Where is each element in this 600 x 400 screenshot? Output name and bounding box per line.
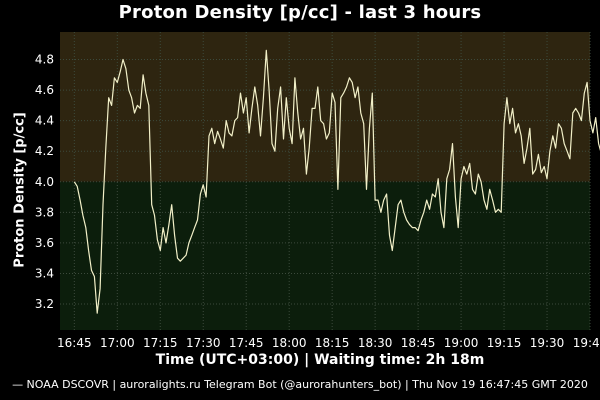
x-tick-label: 17:45 [229, 336, 264, 350]
x-tick-label: 17:00 [100, 336, 135, 350]
y-tick-label: 3.4 [35, 266, 54, 280]
x-tick-label: 19:30 [530, 336, 565, 350]
x-tick-label: 18:30 [358, 336, 393, 350]
footer-credit: — NOAA DSCOVR | auroralights.ru Telegram… [12, 378, 588, 391]
proton-density-line [73, 49, 600, 314]
y-tick-label: 4.8 [35, 53, 54, 67]
chart-title: Proton Density [p/cc] - last 3 hours [118, 2, 482, 23]
x-axis-label: Time (UTC+03:00) | Waiting time: 2h 18m [155, 352, 485, 368]
y-tick-label: 4.6 [35, 83, 54, 97]
x-tick-label: 19:45 [573, 336, 600, 350]
y-tick-label: 4.2 [35, 144, 54, 158]
x-tick-label: 18:45 [401, 336, 436, 350]
x-tick-label: 16:45 [57, 336, 92, 350]
y-axis-label: Proton Density [p/cc] [12, 112, 28, 268]
x-tick-label: 19:15 [487, 336, 522, 350]
y-tick-label: 3.6 [35, 236, 54, 250]
y-tick-label: 4.4 [35, 114, 54, 128]
x-tick-label: 19:00 [444, 336, 479, 350]
below-threshold-band [60, 181, 590, 330]
y-tick-label: 3.8 [35, 205, 54, 219]
x-tick-label: 18:15 [315, 336, 350, 350]
y-tick-label: 3.2 [35, 297, 54, 311]
x-tick-label: 18:00 [272, 336, 307, 350]
y-tick-label: 4.0 [35, 175, 54, 189]
x-tick-label: 17:30 [186, 336, 221, 350]
x-tick-label: 17:15 [143, 336, 178, 350]
